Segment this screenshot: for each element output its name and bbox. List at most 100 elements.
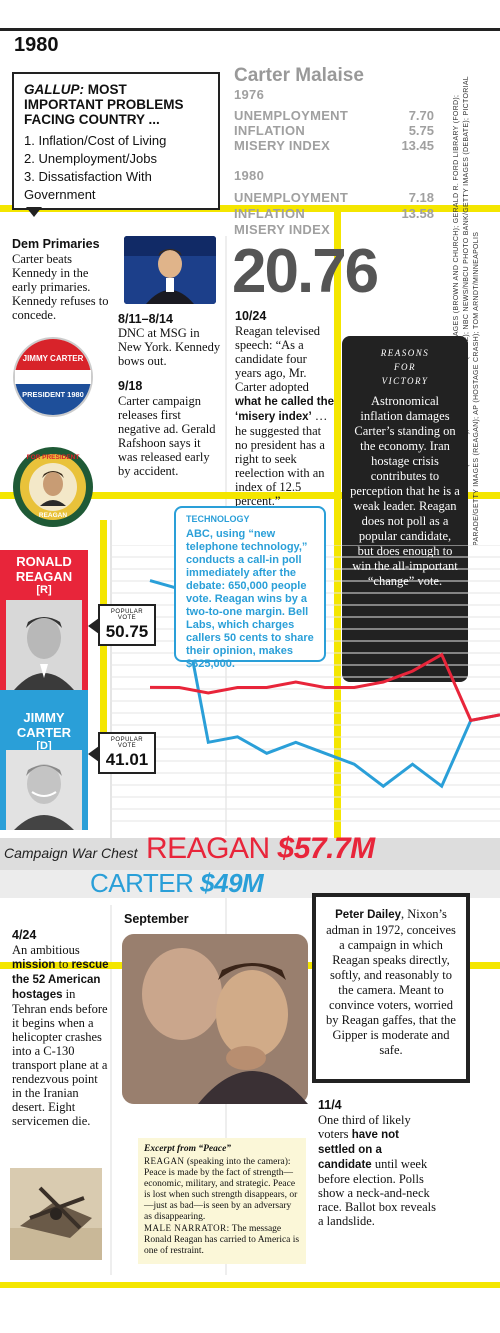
reasons-title-line: FOR (394, 362, 416, 372)
vote-label-line: POPULAR (110, 737, 144, 743)
malaise-value: 7.70 (408, 108, 434, 123)
carter-panel: JIMMY CARTER [D] (0, 690, 88, 830)
carter-vote-box: POPULAR VOTE 41.01 (98, 732, 156, 774)
dnc-text: DNC at MSG in New York. Kennedy bows out… (118, 326, 221, 368)
malaise-value: 13.58 (401, 206, 434, 221)
reasons-body: Astronomical inflation damages Carter’s … (350, 394, 460, 588)
carter-party: [D] (36, 740, 52, 752)
timeline-bar (0, 205, 500, 212)
button-text: REAGAN (38, 512, 68, 519)
vote-label: POPULAR VOTE (100, 606, 154, 621)
warchest-carter-amount: $49M (200, 868, 264, 898)
reagan-party: [R] (36, 584, 52, 596)
warchest-reagan-name: REAGAN (146, 832, 278, 865)
dailey-text: Peter Dailey, Nixon’s adman in 1972, con… (324, 907, 458, 1058)
hostage-text-bold: mission (12, 959, 56, 971)
gallup-box: GALLUP: MOST IMPORTANT PROBLEMS FACING C… (12, 72, 220, 210)
malaise-label: UNEMPLOYMENT (234, 108, 349, 123)
callout-pointer (26, 207, 42, 217)
grid-line (110, 520, 112, 840)
dnc-photo (124, 236, 216, 304)
button-text: JIMMY CARTER (22, 354, 84, 363)
peace-excerpt-box: Excerpt from “Peace” REAGAN (speaking in… (138, 1138, 306, 1264)
malaise-value: 5.75 (408, 123, 434, 138)
carter-series-line (149, 579, 500, 789)
excerpt-line: (speaking into the camera): Peace is mad… (144, 1157, 298, 1222)
hostage-text: An ambitious mission to rescue the 52 Am… (12, 943, 110, 1128)
carter-first-name: JIMMY (23, 710, 65, 725)
poll-text-bold: have not settled on a candidate (318, 1129, 399, 1171)
button-text: PRESIDENT 1980 (22, 390, 84, 399)
hostage-text-part: in Tehran ends before it begins when a h… (12, 987, 108, 1128)
gallup-title: GALLUP: MOST IMPORTANT PROBLEMS FACING C… (24, 82, 208, 127)
reagan-last-name: REAGAN (15, 569, 73, 584)
malaise-value: 13.45 (401, 138, 434, 153)
reagan-vote-box: POPULAR VOTE 50.75 (98, 604, 156, 646)
warchest-band (0, 838, 500, 870)
button-text: FOR PRESIDENT (26, 454, 80, 461)
grid-line (110, 905, 112, 1275)
dnc-date: 8/11–8/14 (118, 312, 173, 326)
carter-last-name: CARTER (16, 725, 72, 740)
malaise-label: MISERY INDEX (234, 222, 331, 237)
polling-chart (110, 545, 500, 822)
speech-text-part: Reagan televised speech: “As a candidate… (235, 324, 321, 394)
warchest-reagan-amount: $57.7M (277, 832, 376, 865)
malaise-label: UNEMPLOYMENT (234, 190, 349, 205)
hostage-text-part: to (55, 957, 72, 971)
vote-label-line: POPULAR (110, 609, 144, 615)
hostage-date: 4/24 (12, 928, 37, 942)
callout-pointer (88, 618, 99, 634)
timeline-bar (0, 492, 500, 499)
vote-label-line: VOTE (117, 615, 137, 621)
carter-vote-value: 41.01 (105, 750, 149, 769)
technology-label: TECHNOLOGY (186, 514, 250, 524)
speech-text: Reagan televised speech: “As a candidate… (235, 324, 335, 508)
hostage-text-bold: rescue the 52 American hostages (12, 959, 109, 1001)
poll-date: 11/4 (318, 1098, 342, 1112)
warchest-reagan: REAGAN $57.7M (146, 832, 375, 866)
excerpt-speaker: REAGAN (144, 1156, 185, 1166)
poll-text: One third of likely voters have not sett… (318, 1113, 438, 1228)
excerpt-speaker: MALE NARRATOR: (144, 1223, 230, 1233)
ad-text: Carter campaign releases first negative … (118, 394, 216, 478)
malaise-label: INFLATION (234, 123, 306, 138)
reagan-vote-value: 50.75 (105, 622, 149, 641)
warchest-carter-name: CARTER (90, 868, 201, 898)
reasons-for-victory-box: REASONS FOR VICTORY Astronomical inflation… (342, 336, 468, 682)
dailey-name: Peter Dailey (335, 909, 401, 921)
technology-body: ABC, using “new telephone technology,” c… (186, 528, 314, 670)
timeline-bar (0, 1282, 500, 1288)
dailey-box: Peter Dailey, Nixon’s adman in 1972, con… (312, 893, 470, 1083)
excerpt-title: Excerpt from “Peace” (144, 1144, 232, 1154)
warchest-label: Campaign War Chest (4, 845, 138, 861)
gallup-title-brand: GALLUP: (24, 82, 84, 97)
speech-text-bold: what he called the ‘misery index’ (235, 396, 335, 423)
warchest-carter: CARTER $49M (90, 868, 264, 899)
callout-pointer (88, 746, 99, 762)
hostage-text-part: An ambitious (12, 943, 80, 957)
reagan-first-name: RONALD (16, 554, 72, 569)
malaise-year: 1976 (234, 87, 265, 102)
carter-campaign-button: JIMMY CARTER PRESIDENT 1980 (12, 336, 94, 418)
reasons-title: REASONS FOR VICTORY (350, 346, 460, 388)
helicopter-crash-photo (10, 1168, 102, 1260)
reagan-campaign-button: FOR PRESIDENT REAGAN (12, 446, 94, 528)
timeline-bar (334, 205, 341, 895)
excerpt-body: REAGAN (speaking into the camera): Peace… (144, 1156, 300, 1257)
primaries-text: Carter beats Kennedy in the early primar… (12, 252, 109, 322)
primaries-title: Dem Primaries (12, 237, 100, 251)
misery-index-big: 20.76 (232, 237, 379, 306)
september-label: September (124, 912, 189, 926)
speech-date: 10/24 (235, 309, 267, 323)
malaise-label: INFLATION (234, 206, 306, 221)
technology-box: TECHNOLOGY ABC, using “new telephone tec… (174, 506, 326, 670)
gallup-item: 2. Unemployment/Jobs (24, 151, 157, 166)
dailey-body: , Nixon’s adman in 1972, conceives a cam… (326, 907, 456, 1057)
reagan-september-photo (122, 934, 308, 1104)
reagan-panel: RONALD REAGAN [R] (0, 550, 88, 690)
year-label: 1980 (14, 34, 59, 56)
gallup-item: 3. Dissatisfaction With Government (24, 169, 152, 202)
reagan-series-line (149, 652, 500, 723)
malaise-label: MISERY INDEX (234, 138, 331, 153)
